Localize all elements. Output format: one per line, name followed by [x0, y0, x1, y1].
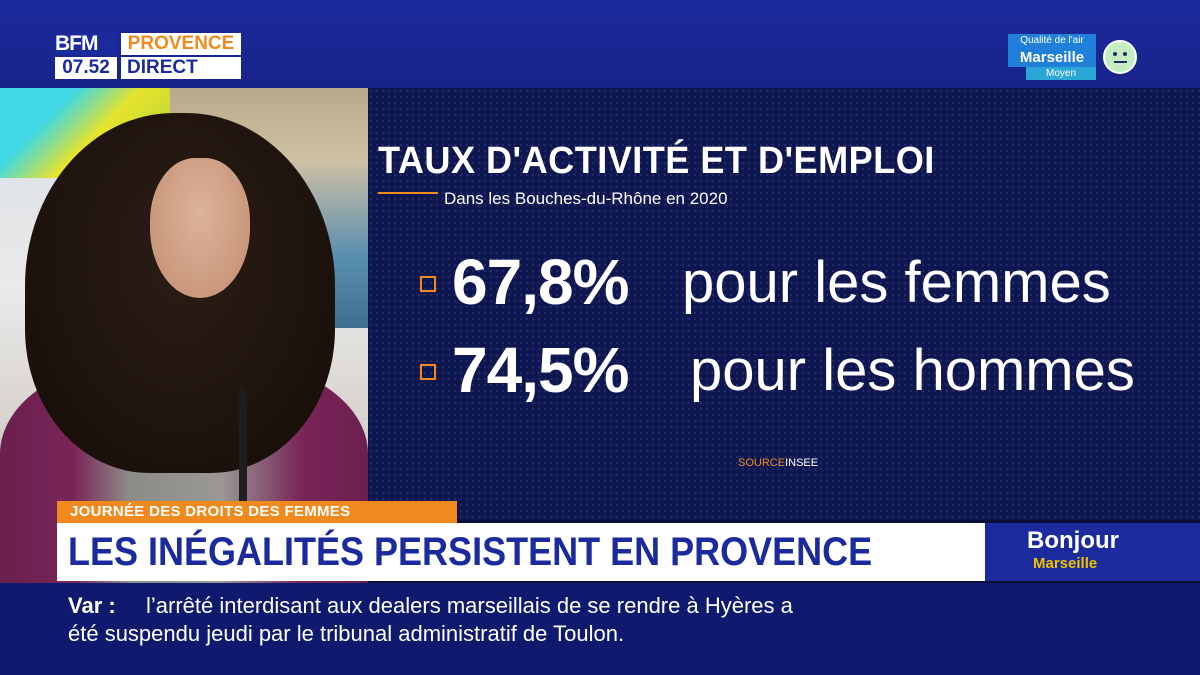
- stat-value: 74,5%: [452, 334, 629, 406]
- ticker-line-2: été suspendu jeudi par le tribunal admin…: [68, 621, 625, 646]
- clock: 07.52: [55, 57, 117, 79]
- channel-logo: BFM PROVENCE 07.52 DIRECT: [55, 33, 241, 83]
- topic-tag: JOURNÉE DES DROITS DES FEMMES: [57, 501, 457, 523]
- microphone: [239, 388, 247, 558]
- show-city: Marseille: [1033, 555, 1098, 572]
- headline-text: LES INÉGALITÉS PERSISTENT EN PROVENCE: [68, 530, 873, 574]
- source-credit: SOURCEINSEE: [738, 457, 818, 469]
- stat-label: pour les femmes: [682, 250, 1111, 315]
- air-quality-title: Qualité de l'air: [1008, 34, 1096, 48]
- stat-value: 67,8%: [452, 246, 629, 318]
- source-prefix: SOURCE: [738, 457, 786, 469]
- source-name: INSEE: [785, 457, 819, 469]
- brand-label: BFM: [55, 33, 117, 55]
- presenter-video: [0, 88, 368, 588]
- presenter-face: [150, 158, 250, 298]
- neutral-face-icon: [1103, 40, 1137, 74]
- air-quality-widget: Qualité de l'air Marseille Moyen: [1008, 34, 1143, 82]
- show-title: Bonjour: [1027, 527, 1119, 554]
- headline-bar: LES INÉGALITÉS PERSISTENT EN PROVENCE: [57, 523, 985, 581]
- news-ticker: Var : l’arrêté interdisant aux dealers m…: [0, 583, 1200, 675]
- ticker-label: Var :: [68, 593, 116, 618]
- show-logo: Bonjour Marseille: [985, 523, 1200, 581]
- graphic-subtitle: Dans les Bouches-du-Rhône en 2020: [444, 189, 728, 208]
- region-label: PROVENCE: [121, 33, 241, 55]
- air-quality-level: Moyen: [1026, 67, 1096, 80]
- graphic-title: TAUX D'ACTIVITÉ ET D'EMPLOI: [378, 140, 935, 182]
- bullet-square-icon: [420, 276, 436, 292]
- air-quality-city: Marseille: [1008, 48, 1096, 67]
- live-label: DIRECT: [121, 57, 241, 79]
- bullet-square-icon: [420, 364, 436, 380]
- ticker-line-1: l’arrêté interdisant aux dealers marseil…: [146, 593, 793, 618]
- info-graphic-panel: [368, 88, 1200, 520]
- stat-label: pour les hommes: [690, 338, 1135, 403]
- title-underline: [378, 192, 438, 194]
- top-bar: BFM PROVENCE 07.52 DIRECT Qualité de l'a…: [0, 0, 1200, 88]
